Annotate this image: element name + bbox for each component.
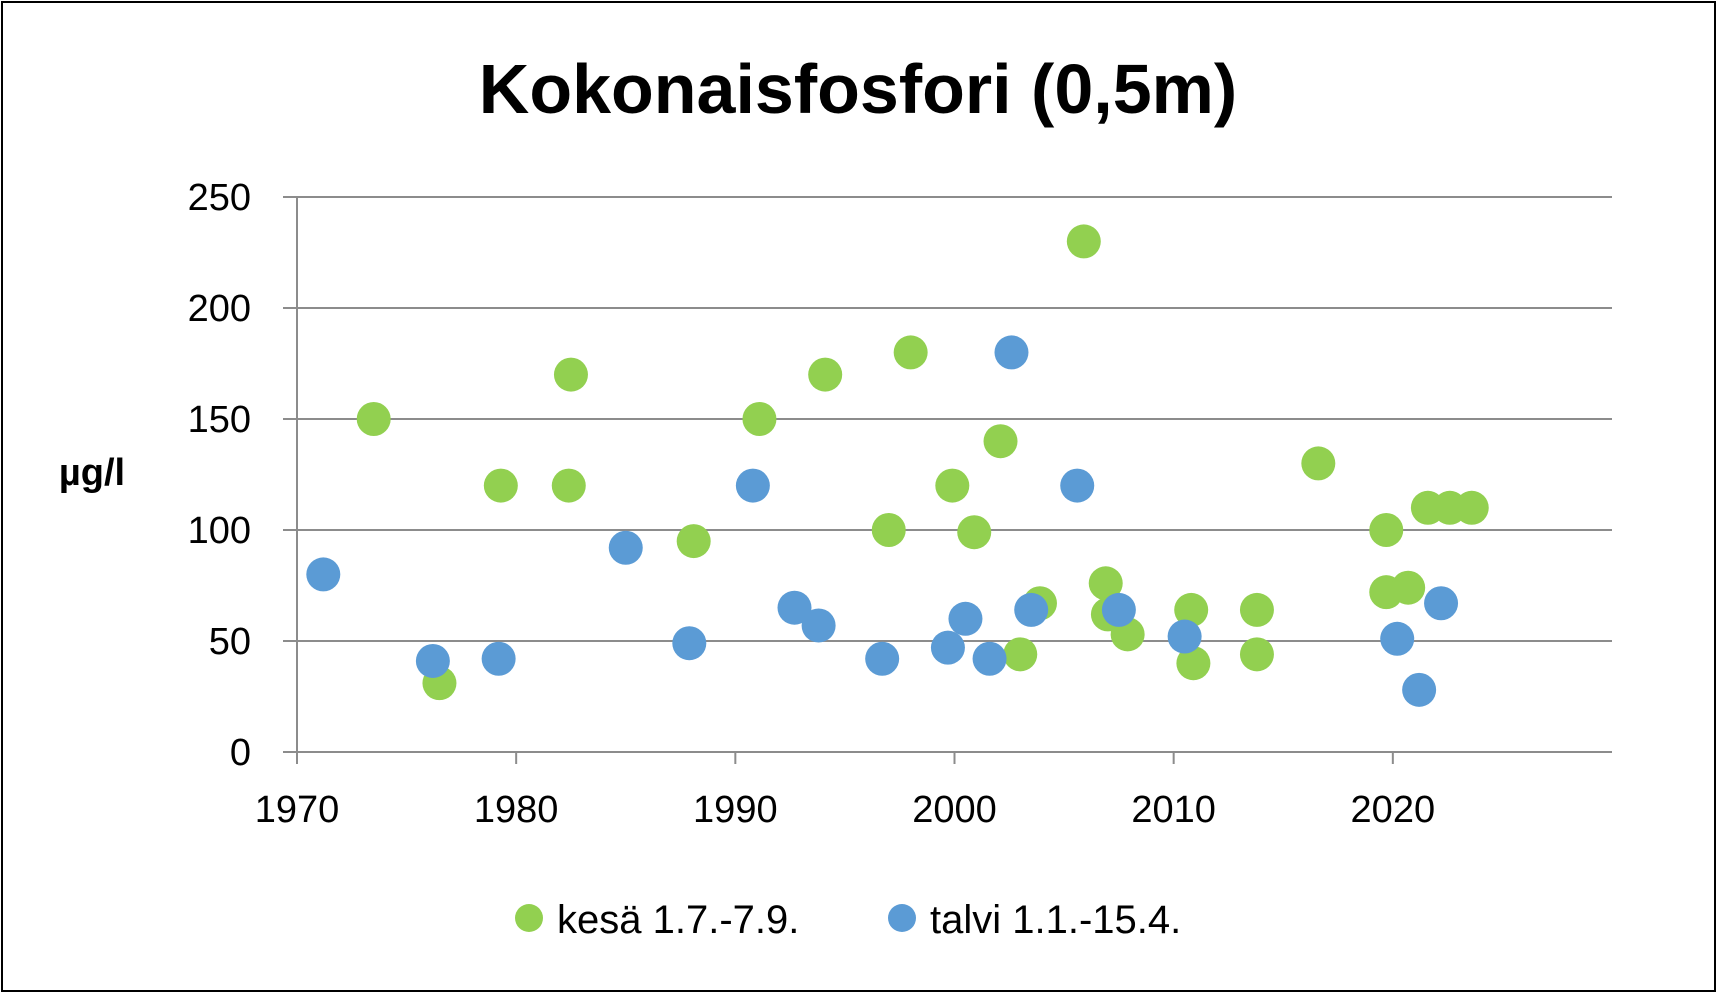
data-point bbox=[1174, 592, 1209, 627]
data-point bbox=[1424, 586, 1459, 621]
data-point bbox=[1239, 592, 1274, 627]
series-1 bbox=[306, 335, 1459, 707]
data-point bbox=[553, 357, 588, 392]
data-point bbox=[1454, 490, 1489, 525]
y-tick-labels: 0 50 100 150 200 250 bbox=[188, 177, 251, 774]
data-point bbox=[742, 402, 777, 436]
data-point bbox=[1088, 566, 1123, 601]
data-point bbox=[356, 402, 391, 436]
data-point bbox=[935, 468, 970, 503]
data-point bbox=[1402, 672, 1437, 707]
data-point bbox=[1176, 646, 1211, 681]
data-point bbox=[957, 515, 992, 550]
y-tick-label: 250 bbox=[188, 177, 251, 219]
legend-label-talvi: talvi 1.1.-15.4. bbox=[930, 898, 1181, 942]
data-point bbox=[672, 626, 707, 661]
data-point bbox=[972, 641, 1007, 676]
x-tick-label: 1990 bbox=[693, 789, 778, 831]
x-tick-label: 2000 bbox=[912, 789, 997, 831]
x-tick-label: 1970 bbox=[255, 789, 340, 831]
x-tick-label: 2020 bbox=[1351, 789, 1436, 831]
series-0 bbox=[356, 224, 1489, 701]
data-point bbox=[808, 357, 843, 392]
data-points bbox=[306, 224, 1489, 707]
y-tick-label: 200 bbox=[188, 288, 251, 330]
data-point bbox=[1003, 637, 1038, 672]
x-tick-labels: 1970 1980 1990 2000 2010 2020 bbox=[255, 789, 1435, 831]
data-point bbox=[735, 468, 770, 503]
data-point bbox=[865, 641, 900, 676]
x-tick-label: 2010 bbox=[1131, 789, 1216, 831]
x-tick-label: 1980 bbox=[474, 789, 559, 831]
data-point bbox=[1060, 468, 1095, 503]
data-point bbox=[1066, 224, 1101, 259]
data-point bbox=[1239, 637, 1274, 672]
data-point bbox=[930, 630, 965, 665]
legend-marker-talvi bbox=[888, 904, 916, 932]
y-tick-label: 0 bbox=[230, 732, 251, 774]
data-point bbox=[1014, 592, 1049, 627]
data-point bbox=[481, 641, 516, 676]
data-point bbox=[1167, 619, 1202, 654]
data-point bbox=[871, 513, 906, 547]
data-point bbox=[483, 468, 518, 503]
data-point bbox=[1101, 592, 1136, 627]
data-point bbox=[948, 601, 983, 636]
legend: kesä 1.7.-7.9. talvi 1.1.-15.4. bbox=[515, 898, 1181, 942]
y-tick-label: 100 bbox=[188, 510, 251, 552]
chart-title: Kokonaisfosfori (0,5m) bbox=[479, 50, 1237, 128]
data-point bbox=[608, 530, 643, 565]
y-tick-label: 150 bbox=[188, 399, 251, 441]
data-point bbox=[676, 524, 711, 559]
data-point bbox=[777, 590, 812, 625]
legend-marker-kesa bbox=[515, 904, 543, 932]
data-point bbox=[893, 335, 928, 370]
legend-label-kesa: kesä 1.7.-7.9. bbox=[557, 898, 799, 942]
data-point bbox=[415, 643, 450, 678]
data-point bbox=[1391, 570, 1426, 605]
y-axis-label: µg/l bbox=[59, 452, 125, 494]
data-point bbox=[551, 468, 586, 503]
axes bbox=[283, 197, 1612, 764]
data-point bbox=[1369, 513, 1404, 547]
data-point bbox=[1380, 621, 1415, 656]
data-point bbox=[983, 424, 1018, 459]
data-point bbox=[306, 557, 341, 592]
data-point bbox=[994, 335, 1029, 370]
y-tick-label: 50 bbox=[209, 621, 251, 663]
data-point bbox=[801, 608, 836, 643]
data-point bbox=[1301, 446, 1336, 481]
